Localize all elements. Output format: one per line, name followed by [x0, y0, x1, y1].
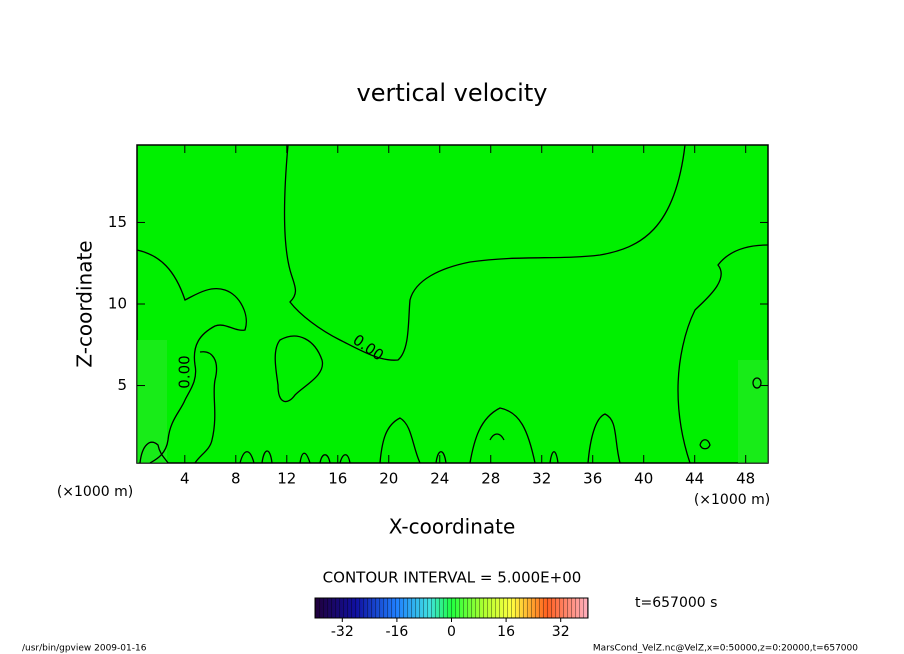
chart-title: vertical velocity	[357, 79, 548, 107]
footer-right: MarsCond_VelZ.nc@VelZ,x=0:50000,z=0:2000…	[593, 644, 858, 654]
x-tick-label: 40	[634, 470, 653, 488]
x-axis-label: X-coordinate	[389, 515, 516, 539]
colorbar-tick-label: 16	[497, 624, 515, 640]
plot-area	[136, 144, 769, 464]
x-tick-label: 28	[481, 470, 500, 488]
x-tick-label: 24	[430, 470, 449, 488]
footer-left: /usr/bin/gpview 2009-01-16	[22, 644, 147, 654]
x-tick-label: 32	[532, 470, 551, 488]
x-tick-label: 12	[277, 470, 296, 488]
colorbar-tick-label: 32	[552, 624, 570, 640]
colorbar-stripes	[315, 598, 588, 618]
y-tick-label: 10	[108, 295, 127, 313]
contour-interval: CONTOUR INTERVAL = 5.000E+00	[323, 569, 582, 587]
x-tick-label: 48	[736, 470, 755, 488]
y-unit: (×1000 m)	[57, 484, 133, 500]
contour-label: 0.00	[176, 355, 194, 388]
colorbar-tick-label: -32	[331, 624, 354, 640]
x-unit: (×1000 m)	[694, 492, 770, 508]
field-shade	[738, 360, 768, 463]
y-axis-label: Z-coordinate	[73, 240, 97, 367]
x-tick-label: 20	[379, 470, 398, 488]
colorbar-tick-label: 0	[447, 624, 456, 640]
y-tick-label: 15	[108, 213, 127, 231]
x-tick-label: 4	[180, 470, 190, 488]
x-tick-label: 44	[685, 470, 704, 488]
x-tick-label: 16	[328, 470, 347, 488]
colorbar-tick-label: -16	[385, 624, 408, 640]
x-tick-label: 36	[583, 470, 602, 488]
time-label: t=657000 s	[635, 595, 717, 611]
contours	[136, 144, 769, 464]
field-shade	[137, 340, 167, 463]
y-tick-label: 5	[117, 376, 127, 394]
x-tick-label: 8	[231, 470, 241, 488]
